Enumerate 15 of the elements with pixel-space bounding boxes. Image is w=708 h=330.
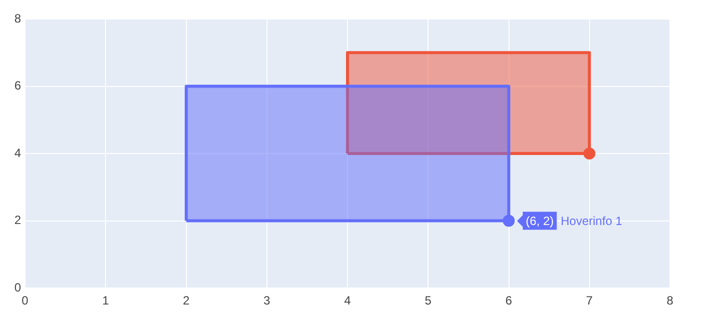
x-tick-label: 8: [666, 294, 674, 308]
x-tick-label: 3: [264, 294, 271, 308]
y-tick-label: 4: [14, 146, 22, 160]
x-tick-label: 7: [586, 294, 594, 308]
y-tick-label: 0: [14, 280, 22, 294]
x-tick-label: 4: [344, 294, 352, 308]
annotation: (6, 2): [526, 214, 554, 228]
annotation: Hoverinfo 1: [560, 214, 622, 228]
y-tick-label: 8: [14, 11, 22, 26]
y-tick-label: 6: [14, 78, 22, 93]
x-tick-label: 6: [505, 294, 512, 308]
x-tick-label: 1: [102, 294, 110, 308]
x-tick-label: 5: [424, 294, 432, 308]
x-tick-label: 2: [182, 294, 190, 308]
y-tick-label: 2: [14, 213, 22, 228]
